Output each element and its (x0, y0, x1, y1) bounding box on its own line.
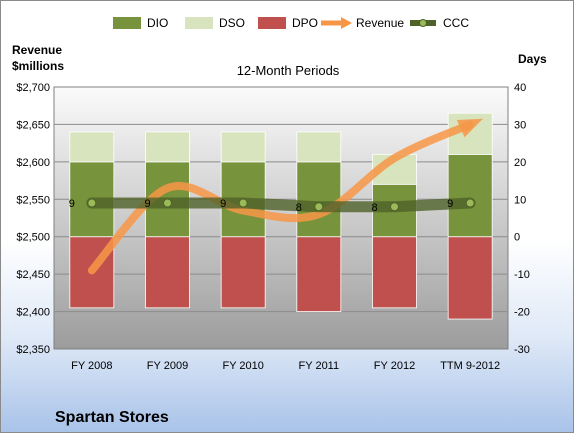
legend-swatch-dso (185, 17, 213, 29)
right-tick-label: -20 (514, 307, 530, 319)
company-name: Spartan Stores (55, 409, 169, 426)
left-tick-label: $2,450 (16, 269, 50, 281)
dso-bar (220, 131, 266, 163)
ccc-marker (465, 198, 475, 208)
ccc-marker (390, 202, 399, 212)
legend: DIO DSO DPO Revenue CCC (113, 16, 469, 30)
dpo-bar (296, 236, 342, 312)
ccc-data-label: 8 (371, 202, 377, 214)
legend-swatch-dpo (258, 17, 286, 29)
x-tick-label: FY 2012 (374, 360, 415, 372)
right-tick-label: 20 (514, 157, 526, 169)
left-tick-label: $2,350 (16, 344, 50, 356)
left-axis-label-line1: Revenue (12, 43, 62, 57)
right-tick-label: -10 (514, 269, 530, 281)
dpo-bar (220, 236, 266, 309)
legend-label-revenue: Revenue (356, 16, 404, 30)
dpo-bar (372, 236, 417, 309)
x-tick-label: TTM 9-2012 (440, 360, 500, 372)
ccc-data-label: 9 (69, 198, 75, 210)
x-tick-label: FY 2011 (299, 360, 340, 372)
dso-bar (69, 131, 115, 163)
dio-bar (447, 153, 493, 238)
ccc-line (86, 197, 476, 213)
revenue-arrowhead (456, 118, 483, 138)
left-tick-label: $2,700 (16, 82, 50, 94)
dso-bar (145, 131, 190, 163)
left-tick-label: $2,650 (16, 119, 50, 131)
ccc-data-label: 9 (220, 198, 226, 210)
right-tick-label: 40 (514, 82, 526, 94)
ccc-data-label: 9 (144, 198, 150, 210)
left-tick-label: $2,500 (16, 232, 50, 244)
left-tick-label: $2,400 (16, 307, 50, 319)
ccc-series: 9 9 9 8 8 9 (69, 197, 476, 214)
x-axis-labels: FY 2008 FY 2009 FY 2010 FY 2011 FY 2012 TTM 9… (71, 360, 500, 372)
dio-bar (296, 161, 342, 238)
chart-title: 12-Month Periods (237, 63, 340, 78)
ccc-data-label: 9 (447, 198, 453, 210)
right-axis-ticks: 40 30 20 10 0 -10 -20 -30 (514, 82, 530, 356)
legend-label-ccc: CCC (443, 16, 469, 30)
ccc-marker (314, 202, 324, 212)
ccc-marker (238, 198, 248, 208)
legend-label-dso: DSO (219, 16, 245, 30)
right-axis-label: Days (518, 52, 547, 66)
x-tick-label: FY 2009 (147, 360, 188, 372)
dpo-bar (447, 236, 493, 320)
right-tick-label: 0 (514, 232, 520, 244)
dso-bar (296, 131, 342, 163)
right-tick-label: 10 (514, 194, 526, 206)
left-axis-ticks: $2,700 $2,650 $2,600 $2,550 $2,500 $2,450 $2,4… (16, 82, 50, 356)
left-tick-label: $2,600 (16, 157, 50, 169)
left-tick-label: $2,550 (16, 194, 50, 206)
left-axis-label-line2: $millions (12, 59, 64, 73)
dpo-bar (145, 236, 190, 309)
legend-label-dio: DIO (147, 16, 168, 30)
right-tick-label: -30 (514, 344, 530, 356)
ccc-marker (87, 198, 97, 208)
legend-marker-ccc (419, 19, 427, 27)
ccc-data-label: 8 (296, 202, 302, 214)
x-tick-label: FY 2010 (222, 360, 263, 372)
legend-label-dpo: DPO (292, 16, 318, 30)
right-tick-label: 30 (514, 119, 526, 131)
legend-arrowhead-revenue (341, 17, 352, 29)
x-tick-label: FY 2008 (71, 360, 112, 372)
legend-swatch-dio (113, 17, 141, 29)
ccc-marker (163, 198, 172, 208)
